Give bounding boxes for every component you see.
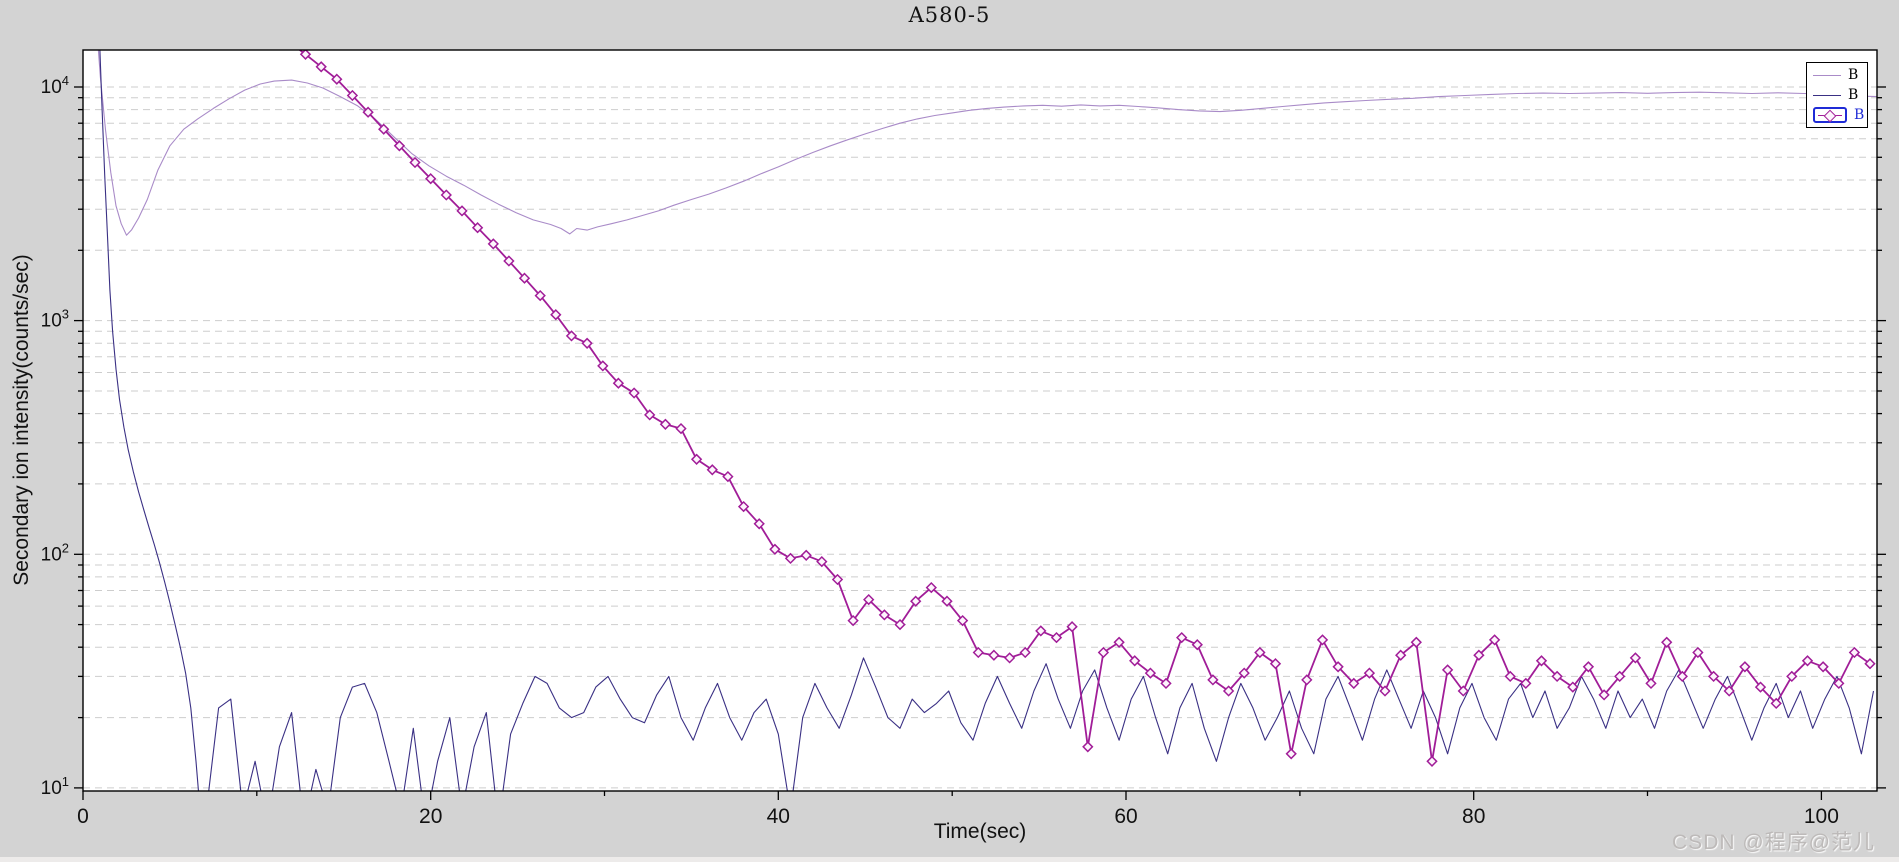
series1-line-swatch (1813, 74, 1841, 76)
bottom-strip (0, 857, 1899, 862)
diamond-marker-icon (1823, 109, 1837, 122)
page-title: A580-5 (908, 3, 991, 27)
legend-item-series3-selected[interactable]: B (1807, 105, 1867, 125)
legend-label: B (1854, 107, 1865, 123)
svg-text:102: 102 (41, 540, 69, 565)
series3-line-swatch (1818, 109, 1842, 122)
svg-text:60: 60 (1114, 805, 1137, 828)
svg-text:40: 40 (767, 805, 790, 828)
svg-text:101: 101 (41, 774, 69, 799)
svg-text:20: 20 (419, 805, 442, 828)
svg-text:103: 103 (41, 307, 69, 332)
y-axis-title: Secondary ion intensity(counts/sec) (10, 254, 33, 586)
series2-line-swatch (1813, 94, 1841, 96)
svg-text:104: 104 (41, 73, 69, 98)
legend-label: B (1848, 67, 1859, 83)
legend-box: B B B (1806, 62, 1868, 128)
svg-text:100: 100 (1804, 805, 1839, 828)
x-axis-title: Time(sec) (933, 820, 1027, 843)
legend-item-series1[interactable]: B (1807, 65, 1867, 85)
svg-text:80: 80 (1462, 805, 1485, 828)
legend-label: B (1848, 87, 1859, 103)
selection-highlight-box (1813, 107, 1847, 123)
watermark: CSDN @程序@范儿 (1672, 831, 1875, 854)
svg-text:0: 0 (77, 805, 89, 828)
legend-item-series2[interactable]: B (1807, 85, 1867, 105)
